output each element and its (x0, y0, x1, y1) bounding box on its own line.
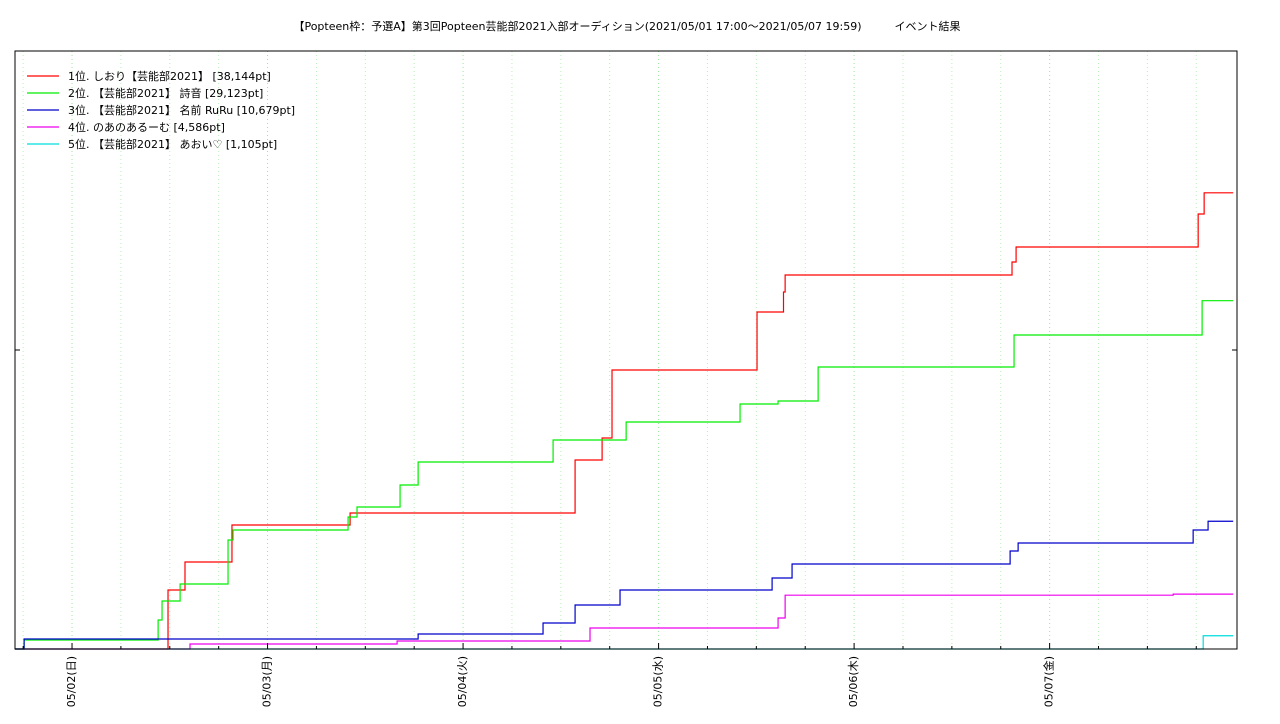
series-line (15, 520, 1234, 650)
legend-label: 5位. 【芸能部2021】 あおい♡ [1,105pt] (68, 137, 277, 151)
series-line (15, 300, 1234, 650)
plot-lines (15, 192, 1234, 650)
legend-label: 4位. のあのあるーむ [4,586pt] (68, 120, 225, 134)
axes: 05/02(日) 05/03(月) 05/04(火) 05/05(水) 05/06(木)… (15, 50, 1237, 707)
series-line (15, 593, 1234, 650)
x-tick-label: 05/02(日) (65, 656, 78, 707)
legend-label: 3位. 【芸能部2021】 名前 RuRu [10,679pt] (68, 103, 295, 117)
x-tick-label: 05/07(金) (1042, 656, 1056, 707)
series-line (15, 192, 1234, 650)
legend-label: 2位. 【芸能部2021】 詩音 [29,123pt] (68, 86, 263, 100)
legend: 1位. しおり【芸能部2021】 [38,144pt] 2位. 【芸能部2021】… (27, 69, 295, 151)
x-tick-label: 05/05(水) (652, 656, 665, 707)
x-tick-label: 05/03(月) (261, 656, 274, 707)
x-tick-label: 05/04(火) (456, 656, 469, 707)
x-tick-label: 05/06(木) (847, 656, 860, 707)
series-line (15, 635, 1234, 650)
chart-title: 【Popteen枠：予選A】第3回Popteen芸能部2021入部オーディション… (293, 19, 960, 33)
legend-label: 1位. しおり【芸能部2021】 [38,144pt] (68, 69, 271, 83)
